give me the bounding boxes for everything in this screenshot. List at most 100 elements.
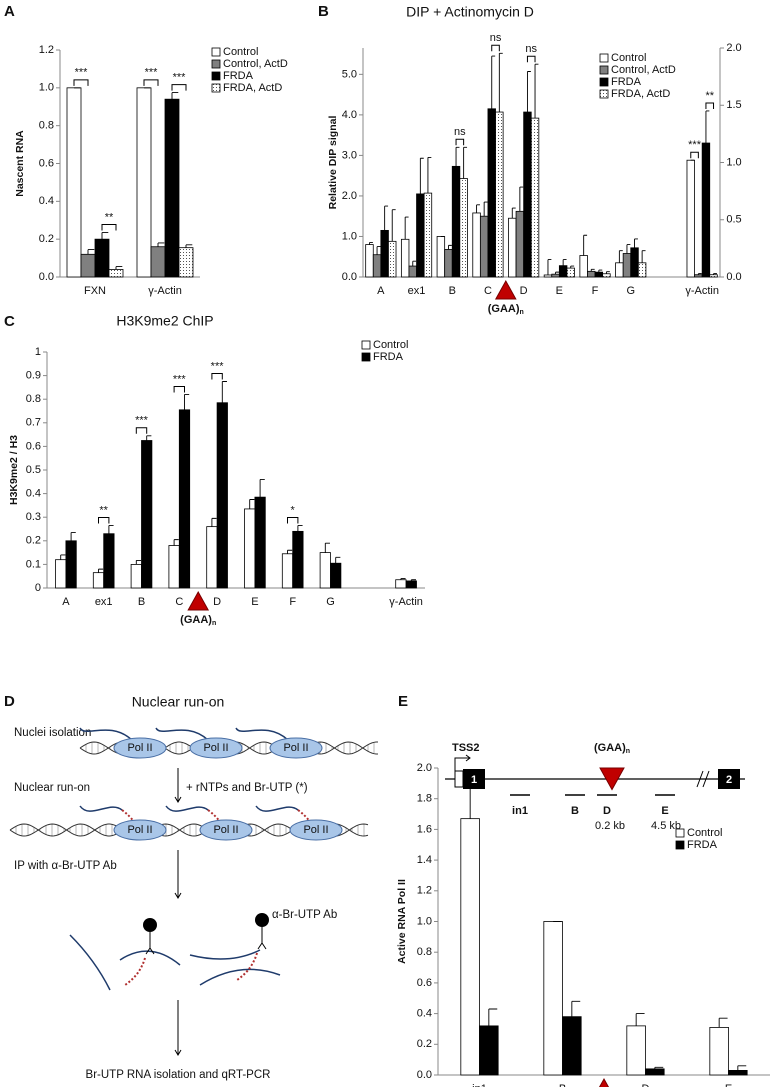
bar bbox=[254, 496, 266, 589]
marker-label: (GAA)n bbox=[488, 303, 524, 316]
legend-label: Control bbox=[223, 46, 258, 58]
error-bar bbox=[135, 559, 141, 565]
bar bbox=[423, 192, 433, 278]
exon bbox=[463, 769, 485, 789]
significance-bracket bbox=[491, 44, 500, 52]
y-tick-label: 2.0 bbox=[417, 762, 432, 774]
bar bbox=[637, 262, 647, 278]
error-bar bbox=[412, 260, 417, 267]
arrow bbox=[174, 768, 182, 803]
error-bar bbox=[598, 269, 603, 273]
bar bbox=[615, 262, 624, 278]
x-tick-label: F bbox=[289, 596, 296, 608]
error-bar bbox=[634, 238, 638, 248]
bar bbox=[319, 552, 331, 589]
error-bar bbox=[626, 244, 631, 254]
legend-swatch bbox=[599, 53, 609, 63]
x-tick-label: γ-Actin bbox=[685, 285, 719, 297]
bar bbox=[65, 540, 77, 589]
panel-label: D bbox=[4, 693, 15, 710]
bar bbox=[103, 533, 115, 589]
pol-ii-label: Pol II bbox=[303, 824, 328, 836]
significance-bracket bbox=[173, 385, 185, 393]
y-axis-label: Active RNA Pol II bbox=[396, 879, 408, 964]
bar bbox=[400, 238, 410, 278]
amplicon-label: in1 bbox=[512, 805, 528, 817]
marker-text: (GAA) bbox=[594, 742, 626, 754]
bar bbox=[551, 273, 560, 278]
bar bbox=[508, 217, 517, 278]
gaa-marker bbox=[494, 279, 517, 300]
y2-tick-label: 1.5 bbox=[726, 99, 741, 111]
y-tick-label: 0.3 bbox=[26, 511, 41, 523]
error-bar bbox=[376, 246, 381, 255]
bar bbox=[587, 270, 596, 278]
step-label: IP with α-Br-UTP Ab bbox=[14, 860, 117, 872]
y-tick-label: 0.2 bbox=[417, 1038, 432, 1050]
bar bbox=[372, 254, 382, 278]
bar bbox=[92, 572, 105, 589]
amplicon-label: D bbox=[603, 805, 611, 817]
bar bbox=[626, 1025, 646, 1076]
error-bar bbox=[488, 1008, 498, 1026]
error-bar bbox=[491, 55, 496, 109]
error-bar bbox=[60, 554, 66, 560]
y-tick-label: 1.2 bbox=[39, 44, 54, 56]
y-tick-label: 0.0 bbox=[39, 271, 54, 283]
marker-subscript: n bbox=[626, 748, 630, 755]
x-tick-label: in1 bbox=[472, 1083, 487, 1087]
error-bar bbox=[146, 435, 152, 441]
y-tick-label: 5.0 bbox=[342, 68, 357, 80]
error-bar bbox=[455, 146, 460, 167]
bar bbox=[330, 562, 342, 589]
bar bbox=[472, 212, 481, 278]
panel-label: C bbox=[4, 313, 15, 330]
exon bbox=[718, 769, 740, 789]
significance-label: ns bbox=[454, 126, 466, 138]
bar bbox=[645, 1068, 665, 1076]
antibody-label: α-Br-UTP Ab bbox=[272, 909, 337, 921]
x-tick-label: γ-Actin bbox=[389, 596, 423, 608]
significance-bracket bbox=[455, 138, 465, 146]
bar bbox=[436, 236, 446, 278]
x-tick-label: ex1 bbox=[95, 596, 113, 608]
y-tick-label: 0.0 bbox=[417, 1069, 432, 1081]
legend-label: FRDA bbox=[223, 70, 254, 82]
bar bbox=[408, 265, 417, 278]
bar bbox=[380, 229, 389, 278]
bar bbox=[451, 165, 461, 278]
x-tick-label: D bbox=[642, 1083, 650, 1087]
error-bar bbox=[384, 205, 389, 231]
error-bar bbox=[157, 242, 165, 247]
error-bar bbox=[410, 579, 416, 581]
significance-label: *** bbox=[145, 67, 159, 79]
bar bbox=[416, 193, 425, 278]
bar bbox=[523, 111, 532, 278]
bar bbox=[281, 553, 294, 589]
y-tick-label: 1 bbox=[35, 346, 41, 358]
x-tick-label: C bbox=[175, 596, 183, 608]
error-bar bbox=[221, 381, 227, 403]
bar bbox=[694, 274, 703, 278]
significance-bracket bbox=[73, 79, 89, 86]
significance-bracket bbox=[98, 516, 110, 524]
x-tick-label: E bbox=[556, 285, 563, 297]
significance-label: * bbox=[291, 504, 296, 516]
significance-label: *** bbox=[173, 71, 187, 83]
bar bbox=[178, 409, 191, 589]
pol-ii bbox=[113, 737, 167, 759]
error-bar bbox=[605, 271, 610, 274]
y-tick-label: 0.7 bbox=[26, 417, 41, 429]
y-tick-label: 1.4 bbox=[417, 854, 432, 866]
marker-text: (GAA) bbox=[488, 303, 520, 315]
diagram-title: Nuclear run-on bbox=[132, 694, 225, 710]
bar bbox=[136, 87, 152, 278]
significance-bracket bbox=[690, 151, 699, 159]
error-bar bbox=[498, 52, 503, 113]
exon-label: 1 bbox=[471, 774, 477, 786]
error-bar bbox=[697, 273, 702, 275]
significance-label: *** bbox=[75, 67, 89, 79]
error-bar bbox=[590, 268, 595, 272]
bar bbox=[487, 108, 496, 278]
rna bbox=[79, 805, 123, 812]
